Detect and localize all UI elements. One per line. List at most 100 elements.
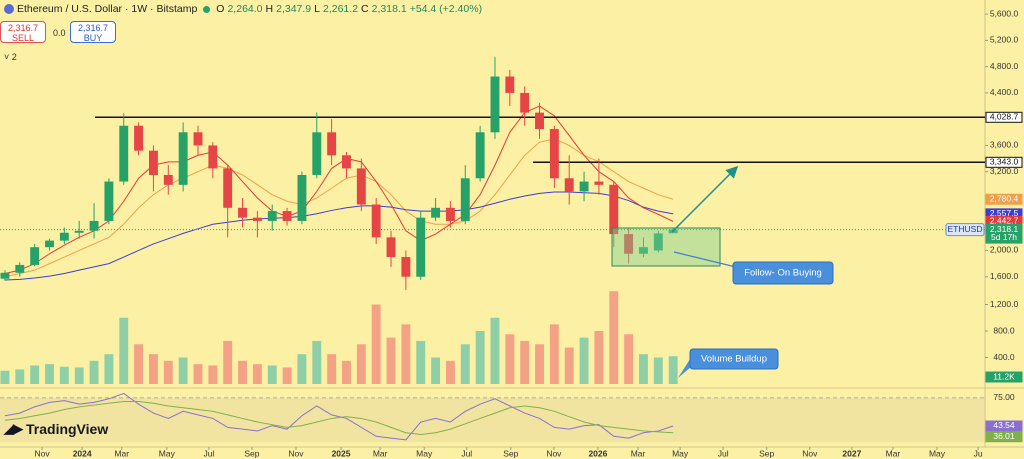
x-tick-label: Nov (288, 448, 304, 458)
candle-body (653, 233, 663, 251)
volume-bar (74, 367, 84, 384)
candle-body (371, 204, 381, 238)
ma-label-box (985, 193, 1023, 205)
candle-body (490, 76, 500, 133)
buy-price: 2,316.7 (77, 23, 109, 33)
y-tick-label: 2,000.0 (990, 245, 1019, 255)
ma-label: 2,442.7 (990, 216, 1019, 226)
volume-bar (401, 324, 411, 384)
candle-body (30, 247, 40, 265)
volume-bar (564, 347, 574, 384)
ohlc-key: C (361, 3, 369, 15)
volume-bar (282, 367, 292, 384)
candle-body (535, 112, 544, 130)
x-tick-label: Sep (503, 448, 518, 458)
volume-bar (163, 360, 173, 384)
ma-label: 2,557.5 (990, 208, 1019, 218)
candle-body (505, 76, 515, 93)
projection-arrow (671, 165, 739, 233)
candle-body (386, 237, 396, 258)
ohlc-value: 2,347.9 (276, 3, 312, 15)
change: +54.4 (+2.40%) (409, 3, 483, 15)
x-tick-label: 2027 (842, 448, 861, 458)
sell-label: SELL (11, 33, 35, 43)
volume-bar (490, 317, 500, 384)
symbol-label: ETHUSD (948, 224, 983, 234)
volume-bar (609, 291, 619, 384)
y-tick-label: 4,400.0 (990, 87, 1019, 97)
candle-body (267, 211, 277, 221)
annotation: Volume Buildup (701, 354, 767, 365)
symbol: Ethereum / U.S. Dollar · 1W · Bitstamp (17, 3, 198, 15)
volume-bar (193, 364, 203, 384)
volume-bar (549, 324, 559, 384)
volume-bar (223, 340, 233, 384)
candle-body (0, 272, 10, 279)
ohlc-key: L (314, 3, 320, 15)
candle-body (178, 132, 188, 185)
volume-bar (653, 357, 663, 384)
volume-bar (0, 370, 10, 384)
volume-label-box (985, 371, 1023, 383)
candle-body (148, 150, 158, 175)
ohlc-key: O (216, 3, 225, 15)
candle-body (59, 232, 69, 241)
indicator-toggle[interactable]: ˅ 2 (4, 52, 17, 62)
candle-body (342, 155, 351, 169)
buy-label: BUY (83, 33, 103, 43)
x-tick-label: May (929, 448, 946, 458)
candle-body (356, 168, 366, 205)
buy-button[interactable]: 2,316.7 BUY (70, 21, 116, 43)
candle-body (475, 132, 485, 179)
sell-button[interactable]: 2,316.7 SELL (0, 21, 46, 43)
volume-bar (639, 354, 648, 384)
volume-bar (460, 344, 470, 384)
sell-price: 2,316.7 (7, 23, 39, 33)
volume-bar (386, 337, 396, 384)
volume-bar (59, 366, 69, 384)
x-tick-label: Mar (373, 448, 388, 458)
y-tick-label: 4,800.0 (990, 61, 1019, 71)
volume-bar (45, 364, 54, 384)
y-tick-label: 3,600.0 (990, 140, 1019, 150)
volume-bar (104, 354, 114, 384)
status-dot (203, 5, 211, 13)
ohlc-value: 2,264.0 (227, 3, 263, 15)
candle-body (45, 240, 54, 248)
y-tick-label: 400.0 (993, 352, 1015, 362)
candle-body (282, 211, 292, 221)
x-tick-label: Nov (35, 448, 51, 458)
callout-box (732, 261, 834, 285)
volume-bar (445, 360, 455, 384)
rsi-band (0, 398, 985, 442)
candle-body (252, 217, 262, 221)
ohlc-value: 2,318.1 (371, 3, 407, 15)
level-label: 3,343.0 (990, 157, 1019, 167)
rsi-ma-label-box (985, 431, 1023, 443)
consolidation-box (611, 227, 721, 267)
candle-body (297, 174, 307, 221)
candle-body (74, 230, 84, 233)
y-tick-label: 1,200.0 (990, 299, 1019, 309)
volume-bar (535, 344, 544, 384)
ohlc-value: 2,261.2 (323, 3, 359, 15)
last-price-label: 2,318.1 (990, 224, 1019, 234)
volume-bar (15, 369, 25, 384)
candle-body (223, 168, 233, 208)
moving-average (4, 105, 674, 274)
candle-body (579, 181, 589, 192)
volume-bar (312, 340, 322, 384)
candle-body (238, 207, 247, 218)
volume-bar (594, 331, 604, 384)
y-tick-label: 3,200.0 (990, 166, 1019, 176)
volume-bar (475, 331, 485, 384)
volume-bar (208, 365, 218, 384)
x-tick-label: Mar (631, 448, 646, 458)
x-tick-label: Jul (203, 448, 214, 458)
candle-body (416, 217, 426, 277)
x-tick-label: 2025 (332, 448, 351, 458)
x-tick-label: 2024 (73, 448, 92, 458)
candle-body (520, 92, 530, 113)
candle-body (460, 178, 470, 221)
